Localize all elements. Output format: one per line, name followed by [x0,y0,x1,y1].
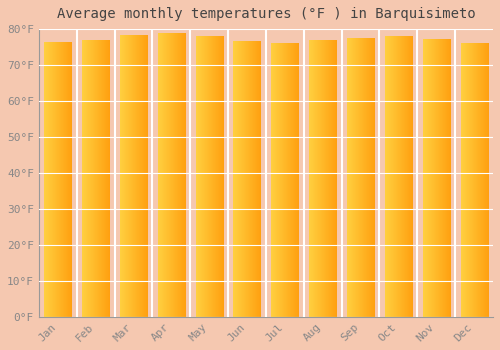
Title: Average monthly temperatures (°F ) in Barquisimeto: Average monthly temperatures (°F ) in Ba… [56,7,476,21]
